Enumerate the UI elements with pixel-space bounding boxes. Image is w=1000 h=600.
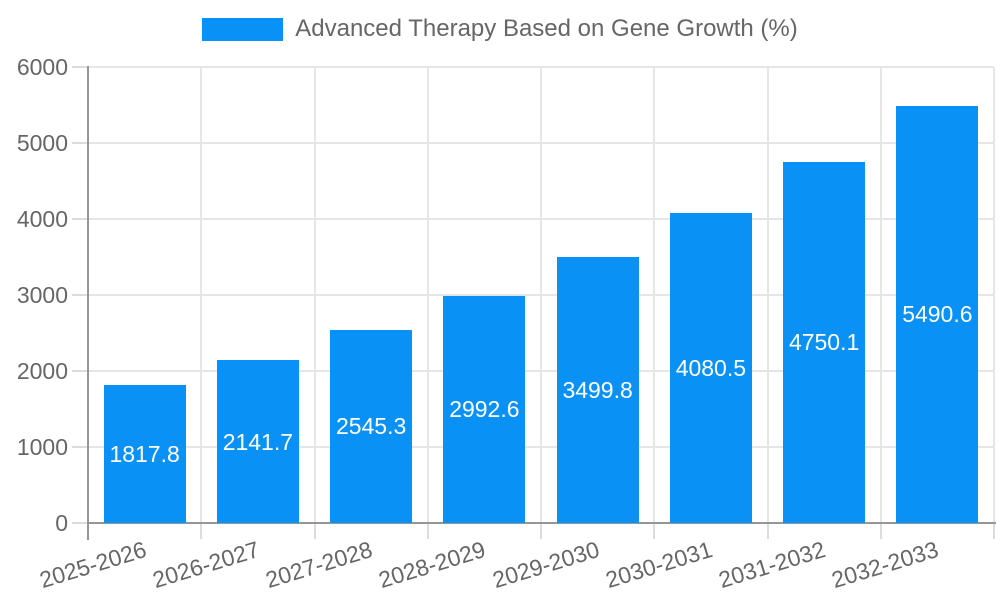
- legend-label: Advanced Therapy Based on Gene Growth (%…: [295, 15, 798, 42]
- y-axis-tick: [72, 142, 88, 144]
- x-axis-tick: [766, 523, 769, 539]
- bar-2030-2031[interactable]: [669, 212, 752, 523]
- x-axis-label-2026-2027: 2026-2027: [149, 536, 263, 594]
- bar-2032-2033[interactable]: [896, 105, 979, 523]
- y-axis-label: 4000: [16, 206, 68, 232]
- gridline-vertical: [426, 67, 429, 523]
- x-axis-label-2029-2030: 2029-2030: [489, 536, 602, 594]
- gridline-vertical: [879, 67, 882, 523]
- x-axis-label-2030-2031: 2030-2031: [602, 536, 716, 594]
- x-axis-tick: [540, 523, 542, 539]
- gridline-horizontal: [88, 66, 994, 68]
- bar-2027-2028[interactable]: [330, 329, 413, 523]
- y-axis-label: 2000: [16, 358, 68, 384]
- bar-2028-2029[interactable]: [443, 295, 526, 523]
- y-axis-label: 3000: [16, 282, 68, 308]
- y-axis-label: 1000: [16, 434, 68, 460]
- gridline-vertical: [200, 67, 203, 523]
- gridline-vertical: [766, 67, 769, 523]
- gridline-vertical: [993, 67, 995, 523]
- x-axis-label-2032-2033: 2032-2033: [828, 536, 942, 594]
- y-axis-line: [87, 66, 89, 540]
- x-axis-tick: [200, 523, 203, 539]
- bar-2031-2032[interactable]: [783, 161, 866, 523]
- x-axis-label-2028-2029: 2028-2029: [375, 536, 489, 594]
- bar-2029-2030[interactable]: [556, 257, 639, 523]
- y-axis-tick: [72, 218, 88, 220]
- x-axis-tick: [313, 523, 316, 539]
- bar-2026-2027[interactable]: [216, 360, 299, 523]
- x-axis-label-2025-2026: 2025-2026: [36, 536, 149, 594]
- gridline-horizontal: [88, 142, 994, 144]
- y-axis-tick: [72, 370, 88, 372]
- y-axis-label: 6000: [16, 54, 68, 80]
- y-axis-tick: [72, 522, 88, 524]
- gridline-vertical: [540, 67, 542, 523]
- x-axis-tick: [993, 523, 995, 539]
- y-axis-tick: [72, 66, 88, 68]
- legend-item[interactable]: Advanced Therapy Based on Gene Growth (%…: [0, 16, 1000, 42]
- y-axis-tick: [72, 294, 88, 296]
- x-axis-label-2031-2032: 2031-2032: [715, 536, 829, 594]
- x-axis-tick: [879, 523, 882, 539]
- legend-swatch: [202, 17, 284, 41]
- y-axis-label: 0: [55, 510, 68, 536]
- y-axis-tick: [72, 446, 88, 448]
- x-axis-tick: [426, 523, 429, 539]
- y-axis-label: 5000: [16, 130, 68, 156]
- x-axis-tick: [653, 523, 656, 539]
- bar-2025-2026[interactable]: [103, 384, 186, 523]
- gridline-vertical: [313, 67, 316, 523]
- gridline-vertical: [653, 67, 656, 523]
- x-axis-label-2027-2028: 2027-2028: [262, 536, 376, 594]
